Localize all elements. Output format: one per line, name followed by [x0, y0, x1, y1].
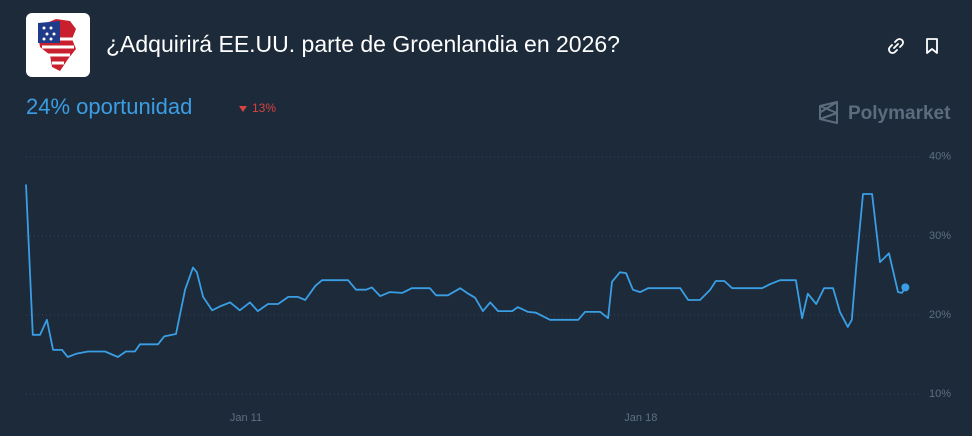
x-tick-label: Jan 18 [624, 412, 657, 424]
y-tick-label: 20% [929, 309, 951, 321]
y-tick-label: 10% [929, 388, 951, 400]
brand-name: Polymarket [848, 103, 951, 124]
chance-label: 24% oportunidad [26, 94, 193, 119]
y-tick-label: 40% [929, 151, 951, 163]
down-arrow [239, 106, 247, 112]
end-dot [901, 283, 910, 292]
y-tick-label: 30% [929, 230, 951, 242]
link-button[interactable] [886, 36, 906, 56]
x-tick-label: Jan 11 [230, 412, 262, 424]
market-title: ¿Adquirirá EE.UU. parte de Groenlandia e… [106, 31, 620, 57]
brand-logo [819, 101, 838, 124]
change-label: 13% [252, 101, 277, 115]
bookmark-button[interactable] [922, 36, 942, 56]
price-line [25, 184, 907, 358]
market-icon [26, 13, 90, 77]
